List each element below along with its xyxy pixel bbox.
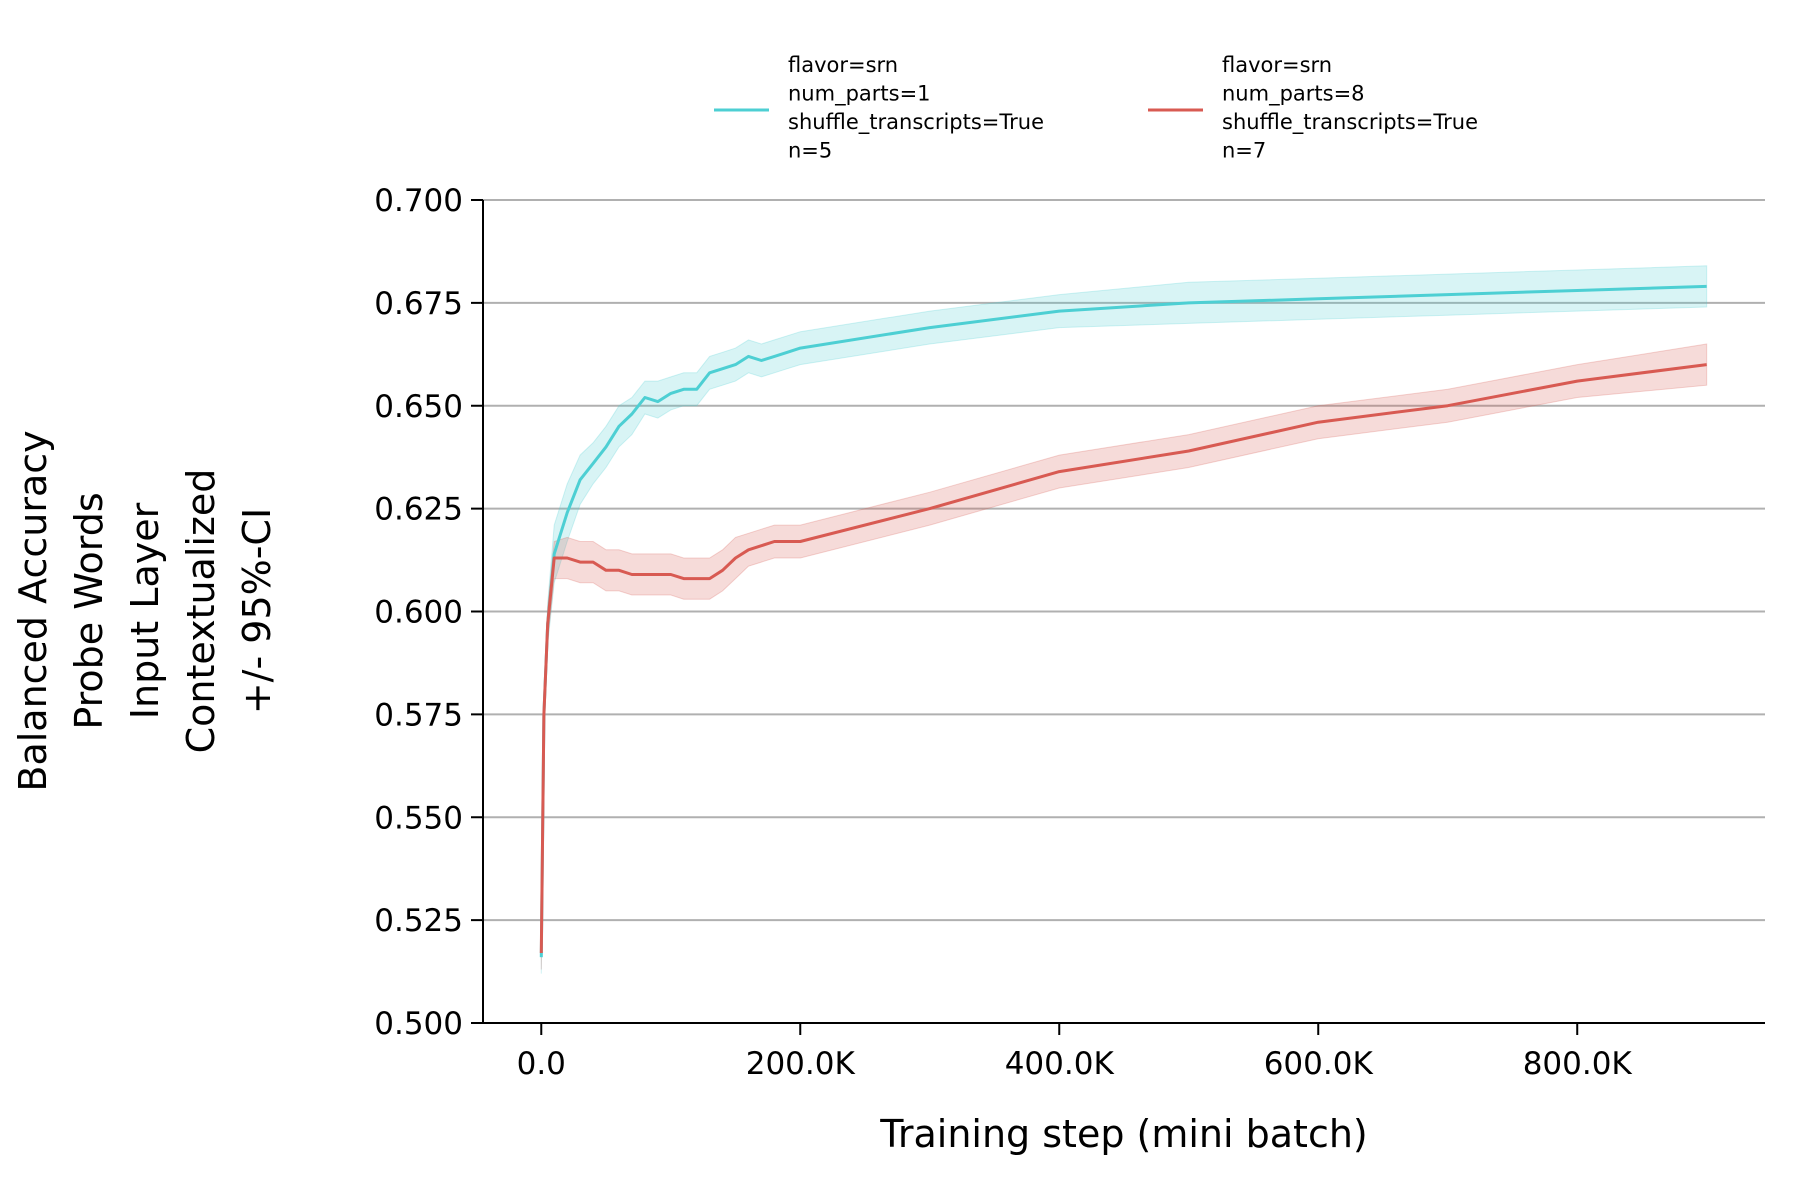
ci-band-series-1: [540, 265, 1708, 974]
x-axis-title: Training step (mini batch): [879, 1112, 1368, 1156]
legend-entry-line: num_parts=8: [1222, 82, 1365, 107]
legend-entry-line: shuffle_transcripts=True: [788, 110, 1044, 135]
x-tick-label: 800.0K: [1523, 1046, 1633, 1082]
legend-entry-line: n=5: [788, 139, 832, 163]
legend-entry-line: n=7: [1222, 139, 1266, 163]
y-tick-label: 0.625: [374, 492, 463, 528]
y-axis-title-line: Balanced Accuracy: [11, 430, 55, 791]
legend-entry-series-2: flavor=srn num_parts=8 shuffle_transcripts…: [1222, 53, 1478, 163]
series-lines: [539, 284, 1707, 958]
y-axis-title-line: Contextualized: [179, 469, 223, 754]
y-tick-label: 0.650: [374, 389, 463, 425]
x-tick-label: 400.0K: [1005, 1046, 1115, 1082]
y-tick-label: 0.500: [374, 1006, 463, 1042]
y-tick-label: 0.700: [374, 183, 463, 219]
x-tick-label: 0.0: [517, 1046, 566, 1082]
y-tick-label: 0.600: [374, 595, 463, 631]
line-series-2: [539, 363, 1707, 954]
y-tick-label: 0.575: [374, 697, 463, 733]
y-axis-title-line: Input Layer: [123, 502, 167, 719]
grid-lines: [483, 199, 1765, 922]
x-tick-label: 200.0K: [746, 1046, 856, 1082]
x-tick-label: 600.0K: [1264, 1046, 1374, 1082]
legend-entry-line: flavor=srn: [788, 53, 898, 77]
y-tick-label: 0.550: [374, 800, 463, 836]
y-tick-label: 0.675: [374, 286, 463, 322]
y-tick-label: 0.525: [374, 903, 463, 939]
y-axis-ticks: 0.500 0.525 0.550 0.575 0.600 0.625 0.650 0.675…: [374, 183, 483, 1042]
legend-entry-line: num_parts=1: [788, 82, 931, 107]
y-axis-title: Balanced Accuracy Probe Words Input Layer C…: [11, 430, 279, 791]
legend-entry-line: flavor=srn: [1222, 53, 1332, 77]
legend-entry-line: shuffle_transcripts=True: [1222, 110, 1478, 135]
legend: flavor=srn num_parts=1 shuffle_transcripts…: [714, 53, 1478, 163]
x-axis-ticks: 0.0 200.0K 400.0K 600.0K 800.0K: [517, 1023, 1633, 1082]
legend-entry-series-1: flavor=srn num_parts=1 shuffle_transcripts…: [788, 53, 1044, 163]
confidence-bands: [540, 265, 1708, 974]
y-axis-title-line: Probe Words: [67, 492, 111, 729]
ci-band-series-2: [540, 343, 1708, 970]
line-series-1: [539, 284, 1707, 958]
y-axis-title-line: +/- 95%-CI: [235, 508, 279, 714]
